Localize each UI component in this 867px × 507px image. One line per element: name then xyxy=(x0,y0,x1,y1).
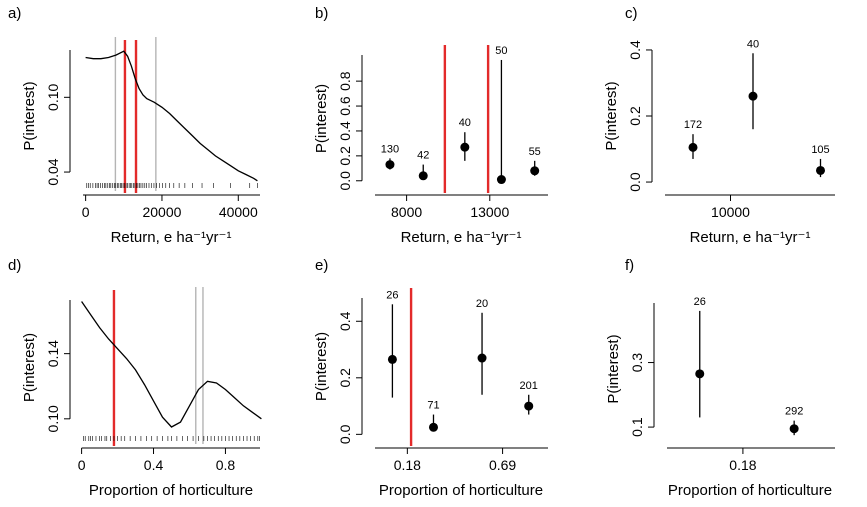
panel-5-y-tick-label: 0.4 xyxy=(337,311,353,331)
panel-4-series-line xyxy=(81,301,262,428)
panel-1-y-tick-label: 0.10 xyxy=(45,83,61,110)
panel-2-data-point xyxy=(460,142,470,152)
panel-2-data-point xyxy=(496,175,506,185)
panel-5-data-point xyxy=(477,353,487,363)
panel-5-data-point xyxy=(387,354,397,364)
panel-5-xlabel: Proportion of horticulture xyxy=(379,482,543,499)
panel-4-x-tick-label: 0.4 xyxy=(144,457,164,473)
panel-5-count-label: 201 xyxy=(520,380,538,392)
panel-4-xlabel: Proportion of horticulture xyxy=(89,482,253,499)
panel-1-x-tick-label: 0 xyxy=(82,204,90,220)
panel-2-y-tick-label: 0.0 xyxy=(337,171,353,191)
panel-2-count-label: 50 xyxy=(495,45,507,57)
panel-5-y-tick-label: 0.2 xyxy=(337,368,353,388)
panel-6-y-tick-label: 0.3 xyxy=(629,353,645,373)
panel-3-ylabel: P(interest) xyxy=(603,81,620,150)
panel-5-count-label: 26 xyxy=(386,289,398,301)
panel-5-x-tick-label: 0.69 xyxy=(489,457,516,473)
panel-2-data-point xyxy=(530,166,540,176)
panel-6-xlabel: Proportion of horticulture xyxy=(668,482,832,499)
panel-1-ylabel: P(interest) xyxy=(21,81,38,150)
panel-1-x-tick-label: 20000 xyxy=(142,204,181,220)
panel-2-xlabel: Return, e ha⁻¹yr⁻¹ xyxy=(401,229,522,246)
panel-3-y-tick-label: 0.4 xyxy=(627,40,643,60)
panel-6-ylabel: P(interest) xyxy=(605,334,622,403)
panel-4-ylabel: P(interest) xyxy=(21,333,38,402)
panel-3-count-label: 105 xyxy=(811,144,829,156)
panel-1-y-tick-label: 0.04 xyxy=(45,158,61,185)
panel-2-label: b) xyxy=(315,5,328,22)
panel-2-y-tick-label: 0.6 xyxy=(337,96,353,116)
panel-2-count-label: 55 xyxy=(529,146,541,158)
panel-5-y-tick-label: 0.0 xyxy=(337,424,353,444)
panel-4-x-tick-label: 0 xyxy=(78,457,86,473)
panel-3-y-tick-label: 0.0 xyxy=(627,172,643,192)
panel-6-count-label: 292 xyxy=(785,406,803,418)
panel-2-data-point xyxy=(418,171,428,181)
panel-5-count-label: 71 xyxy=(427,400,439,412)
panel-4-y-tick-label: 0.14 xyxy=(45,340,61,367)
panel-6-data-point xyxy=(789,424,799,434)
panel-6-label: f) xyxy=(625,257,634,274)
panel-2-y-tick-label: 0.4 xyxy=(337,121,353,141)
panel-5-count-label: 20 xyxy=(476,298,488,310)
panel-4-label: d) xyxy=(8,257,21,274)
panel-6-x-tick-label: 0.18 xyxy=(729,457,756,473)
panel-3-xlabel: Return, e ha⁻¹yr⁻¹ xyxy=(690,229,811,246)
panel-1-series-line xyxy=(85,50,258,182)
panel-3-count-label: 172 xyxy=(684,119,702,131)
panel-2-count-label: 40 xyxy=(459,117,471,129)
panel-2-count-label: 130 xyxy=(381,143,399,155)
panel-5-data-point xyxy=(524,401,534,411)
panel-1-label: a) xyxy=(8,5,21,22)
panel-2-data-point xyxy=(385,160,395,170)
panel-4-x-tick-label: 0.8 xyxy=(216,457,236,473)
panel-2-ylabel: P(interest) xyxy=(313,84,330,153)
panel-2-count-label: 42 xyxy=(417,150,429,162)
panel-5-data-point xyxy=(428,422,438,432)
panel-3-y-tick-label: 0.2 xyxy=(627,106,643,126)
panel-2-y-tick-label: 0.8 xyxy=(337,71,353,91)
panel-1-xlabel: Return, e ha⁻¹yr⁻¹ xyxy=(111,229,232,246)
panel-3-label: c) xyxy=(625,5,638,22)
panel-1-x-tick-label: 40000 xyxy=(219,204,258,220)
panel-3-data-point xyxy=(748,91,758,101)
panel-3-data-point xyxy=(688,142,698,152)
panel-5-ylabel: P(interest) xyxy=(313,332,330,401)
panel-6-y-tick-label: 0.1 xyxy=(629,417,645,437)
panel-3-x-tick-label: 10000 xyxy=(711,204,750,220)
panel-4-y-tick-label: 0.10 xyxy=(45,405,61,432)
panel-3-count-label: 40 xyxy=(747,38,759,50)
panel-5-label: e) xyxy=(315,257,328,274)
panel-2-y-tick-label: 0.2 xyxy=(337,146,353,166)
panel-3-data-point xyxy=(816,165,825,175)
panel-6-data-point xyxy=(695,369,705,379)
panel-2-x-tick-label: 8000 xyxy=(391,204,422,220)
panel-5-x-tick-label: 0.18 xyxy=(394,457,421,473)
panel-2-x-tick-label: 13000 xyxy=(470,204,509,220)
panel-6-count-label: 26 xyxy=(694,296,706,308)
